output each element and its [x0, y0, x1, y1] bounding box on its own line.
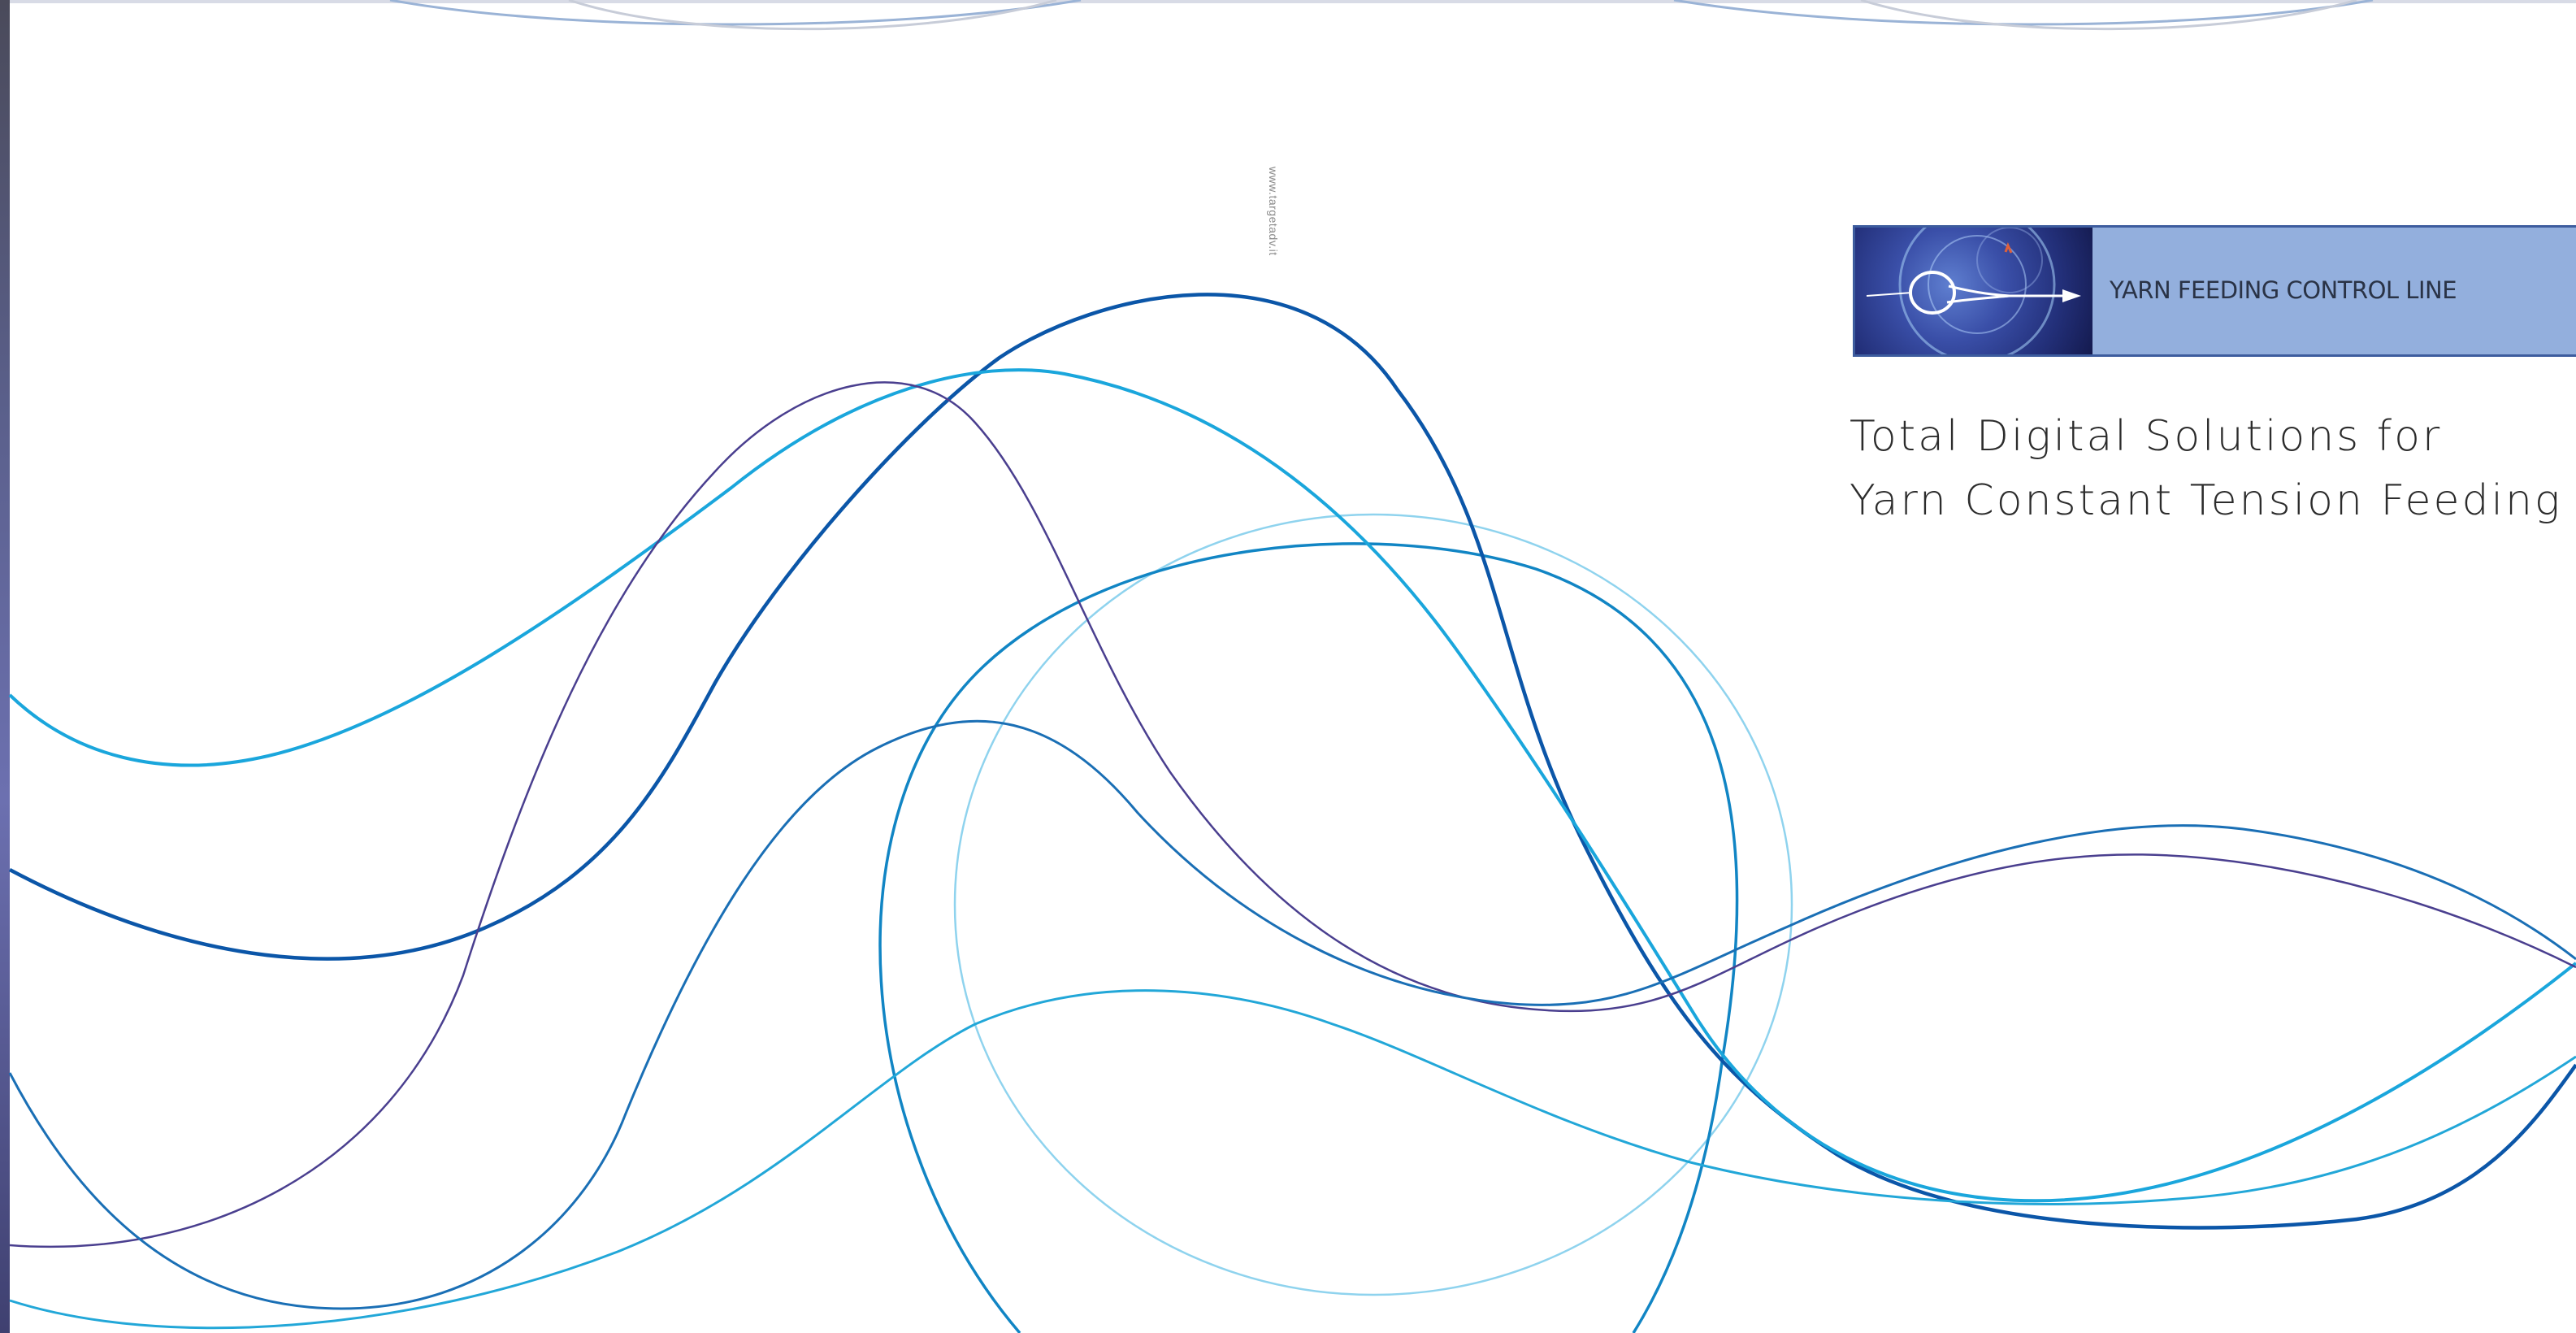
cyan-lower-wave	[9, 989, 2576, 1330]
banner-label: YARN FEEDING CONTROL LINE	[2110, 276, 2457, 304]
top-arc-right-1	[1673, 0, 2374, 26]
banner-image	[1855, 228, 2092, 354]
mid-blue-circle	[878, 542, 1739, 1333]
top-arc-left-1	[389, 0, 1082, 26]
page-edge-strip	[0, 0, 10, 1333]
top-arc-left-2	[568, 0, 1057, 31]
purple-wave	[9, 381, 2576, 1248]
light-circle	[953, 513, 1793, 1296]
dark-blue-wave	[8, 293, 2576, 1230]
cyan-wave	[8, 368, 2576, 1203]
top-arc-right-2	[1860, 0, 2357, 31]
blue-lower-wave	[8, 719, 2576, 1310]
yarn-loop-arrow-icon	[1866, 228, 2081, 354]
product-line-banner: YARN FEEDING CONTROL LINE	[1853, 225, 2576, 357]
headline-line-2: Yarn Constant Tension Feeding	[1850, 476, 2563, 525]
headline-line-1: Total Digital Solutions for	[1850, 412, 2443, 461]
top-border	[10, 0, 2576, 3]
vertical-url-text: www.targetadv.it	[1267, 167, 1280, 256]
headline: Total Digital Solutions for Yarn Constan…	[1850, 405, 2563, 533]
